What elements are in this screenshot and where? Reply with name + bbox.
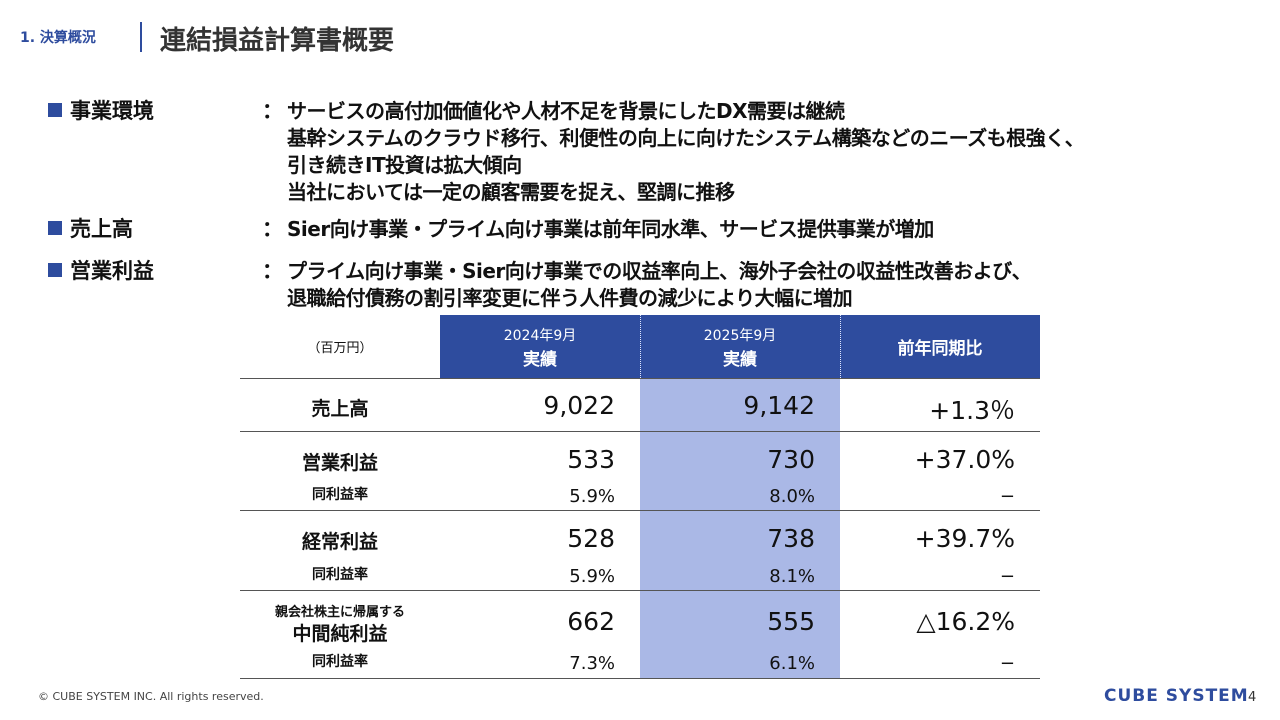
bullet-marker (48, 103, 62, 117)
bullet-text: 当社においては一定の顧客需要を捉え、堅調に推移 (287, 180, 735, 204)
table-rule (240, 431, 1040, 432)
bullet-marker (48, 263, 62, 277)
sub-value: 6.1% (769, 653, 815, 674)
row-value: +1.3％ (929, 396, 1015, 425)
sub-value: − (999, 486, 1015, 507)
bullet-separator: ： (262, 217, 283, 241)
column-kind: 実績 (523, 350, 557, 370)
bullet-separator: ： (262, 99, 283, 123)
bullet-text: プライム向け事業・Sier向け事業での収益率向上、海外子会社の収益性改善および、 (287, 259, 1032, 283)
sub-value: − (999, 653, 1015, 674)
sub-value: 5.9% (569, 486, 615, 507)
copyright: © CUBE SYSTEM INC. All rights reserved. (38, 690, 264, 703)
sub-label: 同利益率 (312, 654, 368, 670)
row-value: +37.0% (914, 445, 1015, 474)
sub-label: 同利益率 (312, 567, 368, 583)
sub-value: − (999, 566, 1015, 587)
row-value: 9,142 (743, 391, 815, 420)
sub-value: 8.1% (769, 566, 815, 587)
highlight-column (640, 378, 840, 678)
table-rule (240, 510, 1040, 511)
bullet-text: サービスの高付加価値化や人材不足を背景にしたDX需要は継続 (287, 99, 845, 123)
title: 連結損益計算書概要 (160, 26, 395, 56)
row-label: 売上高 (311, 398, 369, 420)
bullet-separator: ： (262, 259, 283, 283)
row-value: 555 (767, 607, 815, 636)
bullet-text: 基幹システムのクラウド移行、利便性の向上に向けたシステム構築などのニーズも根強く… (287, 126, 1085, 150)
table-rule (240, 378, 1040, 379)
row-label-small: 親会社株主に帰属する (274, 605, 405, 620)
bullet-label: 事業環境 (70, 99, 154, 123)
bullet-text: Sier向け事業・プライム向け事業は前年同水準、サービス提供事業が増加 (287, 217, 934, 241)
sub-value: 7.3% (569, 653, 615, 674)
bullet-marker (48, 221, 62, 235)
row-value: 9,022 (543, 391, 615, 420)
column-period: 2024年9月 (503, 328, 577, 344)
row-label: 営業利益 (301, 452, 378, 474)
row-value: 662 (567, 607, 615, 636)
page-number: 4 (1248, 690, 1257, 705)
sub-value: 8.0% (769, 486, 815, 507)
row-label: 経常利益 (301, 531, 378, 553)
bullet-text: 退職給付債務の割引率変更に伴う人件費の減少により大幅に増加 (287, 286, 853, 310)
logo: CUBE SYSTEM (1104, 686, 1249, 706)
unit-label: （百万円） (307, 341, 373, 356)
bullet-text: 引き続きIT投資は拡大傾向 (287, 153, 522, 177)
column-kind: 実績 (723, 350, 757, 370)
row-label: 中間純利益 (292, 623, 388, 645)
column-period: 2025年9月 (703, 328, 777, 344)
sub-label: 同利益率 (312, 487, 368, 503)
sub-value: 5.9% (569, 566, 615, 587)
section-label: 1. 決算概況 (20, 30, 96, 46)
bullet-label: 営業利益 (70, 259, 154, 283)
bullet-label: 売上高 (70, 217, 133, 241)
column-title: 前年同期比 (897, 339, 983, 359)
row-value: 730 (767, 445, 815, 474)
row-value: 528 (567, 524, 615, 553)
table-rule (240, 590, 1040, 591)
row-value: 738 (767, 524, 815, 553)
table-rule (240, 678, 1040, 679)
header-divider (840, 315, 841, 378)
row-value: +39.7% (914, 524, 1015, 553)
row-value: 533 (567, 445, 615, 474)
header-divider (640, 315, 641, 378)
header-bg (440, 315, 1040, 378)
row-value: △16.2% (916, 607, 1015, 636)
divider (140, 22, 142, 52)
